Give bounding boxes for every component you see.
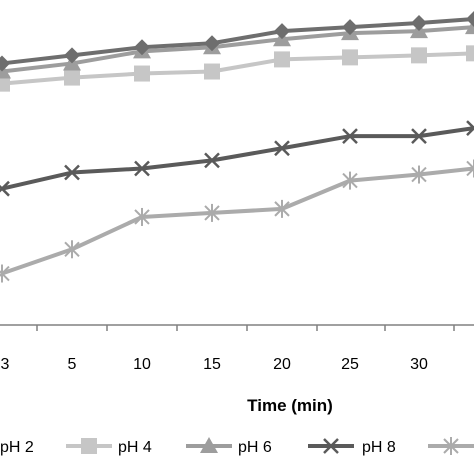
data-point (342, 49, 358, 66)
data-point (274, 51, 290, 68)
data-point (204, 203, 220, 222)
data-point (466, 11, 474, 27)
series-line (1, 51, 474, 86)
data-point (64, 69, 80, 86)
data-point (466, 45, 474, 62)
data-point (411, 15, 427, 32)
data-point (465, 18, 474, 35)
legend-label: pH 2 (0, 439, 34, 456)
data-point (204, 63, 220, 80)
data-point (274, 199, 290, 218)
legend-label: pH 8 (362, 439, 396, 456)
axis-layer (0, 324, 474, 331)
data-point (134, 207, 150, 226)
x-tick-labels: 3 5 10 15 20 25 30 (1, 356, 428, 373)
series-series-5 (0, 159, 474, 283)
x-tick-label: 5 (68, 356, 77, 373)
series-line (1, 166, 474, 276)
series-line (1, 17, 474, 66)
data-point (134, 65, 150, 82)
x-tick-label: 15 (203, 356, 221, 373)
data-point (200, 437, 218, 453)
legend-item (428, 437, 474, 455)
data-point (342, 19, 358, 36)
data-point (64, 47, 80, 64)
legend-item: pH 4 (66, 438, 152, 456)
legend-item: pH 6 (186, 437, 272, 456)
x-tick-label: 30 (410, 356, 428, 373)
data-point (411, 165, 427, 184)
legend: pH 2 pH 4 pH 6 pH 8 (0, 437, 474, 456)
x-tick-label: 20 (273, 356, 291, 373)
data-point (411, 128, 427, 145)
series-line (1, 126, 474, 191)
series-ph-8 (0, 120, 474, 197)
data-point (443, 437, 459, 455)
data-point (323, 438, 339, 454)
data-point (0, 264, 10, 283)
data-point (81, 438, 97, 454)
x-tick-label: 25 (341, 356, 359, 373)
data-point (204, 35, 220, 52)
data-point (0, 180, 10, 197)
data-point (342, 128, 358, 145)
data-point (274, 140, 290, 157)
legend-label: pH 6 (238, 439, 272, 456)
data-point (204, 152, 220, 169)
data-point (342, 171, 358, 190)
data-point (411, 47, 427, 64)
series-line (1, 25, 474, 74)
data-point (64, 240, 80, 259)
series-ph-4 (0, 45, 474, 92)
x-tick-label: 10 (133, 356, 151, 373)
data-point (134, 39, 150, 56)
legend-item: pH 2 (0, 439, 34, 456)
x-tick-label: 3 (1, 356, 10, 373)
legend-item: pH 8 (308, 438, 396, 456)
data-point (64, 164, 80, 181)
data-point (0, 55, 10, 72)
x-axis-title: Time (min) (247, 396, 333, 415)
series-layer (0, 11, 474, 283)
data-point (466, 120, 474, 136)
series-top (0, 11, 474, 72)
data-point (466, 159, 474, 178)
legend-label: pH 4 (118, 439, 152, 456)
data-point (0, 75, 10, 92)
data-point (274, 23, 290, 40)
data-point (134, 160, 150, 177)
